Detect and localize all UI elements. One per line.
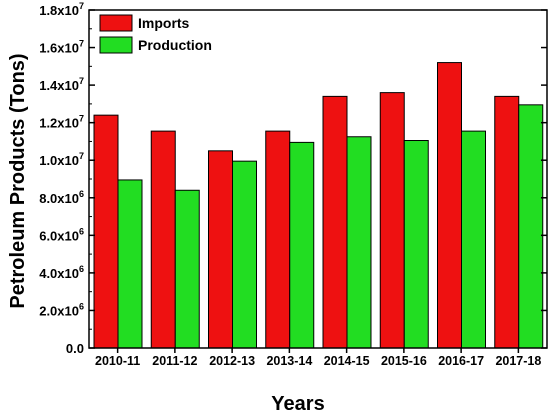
y-tick-label: 0.0: [66, 341, 84, 356]
bar-imports-2017-18: [494, 95, 520, 349]
bar-production-2012-13: [232, 160, 257, 349]
legend-swatch-imports: [99, 14, 133, 32]
bar-production-2016-17: [461, 130, 486, 349]
bar-imports-2012-13: [208, 150, 233, 349]
bar-production-2010-11: [117, 179, 143, 349]
y-tick-label: 1.2x107: [39, 114, 84, 131]
bar-imports-2011-12: [150, 130, 176, 349]
legend: Imports Production: [99, 14, 212, 54]
x-tick-label: 2012-13: [209, 354, 255, 368]
y-tick-label: 4.0x106: [39, 264, 84, 281]
x-axis-title: Years: [271, 393, 324, 415]
x-tick-label: 2011-12: [152, 354, 197, 368]
bar-imports-2016-17: [437, 62, 462, 349]
bar-production-2017-18: [518, 104, 544, 349]
y-tick-label: 1.6x107: [39, 39, 84, 56]
y-tick-label: 6.0x106: [39, 226, 84, 243]
bar-production-2015-16: [403, 140, 429, 349]
y-tick-label: 2.0x106: [39, 301, 84, 318]
bar-production-2011-12: [174, 189, 200, 349]
x-tick-label: 2010-11: [95, 354, 140, 368]
bar-imports-2013-14: [265, 130, 291, 349]
bar-imports-2014-15: [322, 95, 348, 349]
y-tick-label: 1.8x107: [39, 1, 84, 18]
legend-swatch-production: [99, 36, 133, 54]
y-tick-label: 1.4x107: [39, 76, 84, 93]
y-tick-label: 8.0x106: [39, 189, 84, 206]
x-tick-label: 2014-15: [324, 354, 370, 368]
x-tick-label: 2017-18: [495, 354, 541, 368]
x-tick-label: 2015-16: [381, 354, 427, 368]
y-ticks-layer: 0.0 2.0x106 4.0x106 6.0x106 8.0x106 1.0x107 1.…: [39, 1, 547, 356]
legend-label-imports: Imports: [138, 15, 190, 31]
bars-layer: [93, 62, 544, 349]
bar-imports-2015-16: [379, 92, 405, 349]
bar-production-2014-15: [346, 136, 372, 349]
x-ticks-layer: 2010-11 2011-12 2012-13 2013-14 2014-15 2015-…: [95, 348, 541, 368]
y-tick-label: 1.0x107: [39, 151, 84, 168]
x-tick-label: 2016-17: [438, 354, 484, 368]
x-tick-label: 2013-14: [266, 354, 312, 368]
legend-label-production: Production: [138, 37, 212, 53]
y-axis-title: Petroleum Products (Tons): [7, 53, 29, 308]
bar-imports-2010-11: [93, 114, 119, 349]
bar-production-2013-14: [289, 141, 315, 349]
